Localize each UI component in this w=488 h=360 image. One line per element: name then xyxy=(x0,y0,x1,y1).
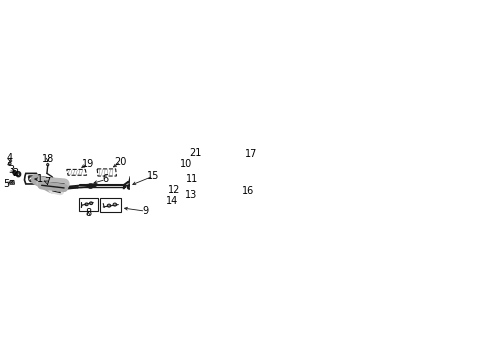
Text: 20: 20 xyxy=(115,157,127,167)
Text: 15: 15 xyxy=(147,171,159,181)
Ellipse shape xyxy=(150,188,152,189)
Text: 1: 1 xyxy=(37,175,43,184)
Bar xyxy=(230,156,251,177)
Text: 13: 13 xyxy=(184,189,197,199)
Text: 17: 17 xyxy=(244,149,257,159)
Ellipse shape xyxy=(43,180,44,181)
Text: 14: 14 xyxy=(165,195,178,206)
Text: 19: 19 xyxy=(81,159,94,168)
Text: 5: 5 xyxy=(3,179,10,189)
Text: 12: 12 xyxy=(167,185,180,195)
Text: 10: 10 xyxy=(180,159,192,168)
Text: 9: 9 xyxy=(142,206,148,216)
Text: 16: 16 xyxy=(241,185,253,195)
Text: 6: 6 xyxy=(102,175,109,184)
Text: 8: 8 xyxy=(85,207,91,217)
Text: 11: 11 xyxy=(186,174,198,184)
Text: 7: 7 xyxy=(44,177,50,187)
Ellipse shape xyxy=(88,184,93,188)
Text: 3: 3 xyxy=(9,165,15,175)
Text: 2: 2 xyxy=(12,168,19,179)
Ellipse shape xyxy=(14,172,16,174)
Text: 21: 21 xyxy=(189,148,201,158)
Bar xyxy=(214,190,235,203)
Ellipse shape xyxy=(128,186,130,188)
Bar xyxy=(79,198,98,211)
Text: 18: 18 xyxy=(41,154,54,164)
Text: 4: 4 xyxy=(6,153,12,163)
Bar xyxy=(100,198,121,212)
